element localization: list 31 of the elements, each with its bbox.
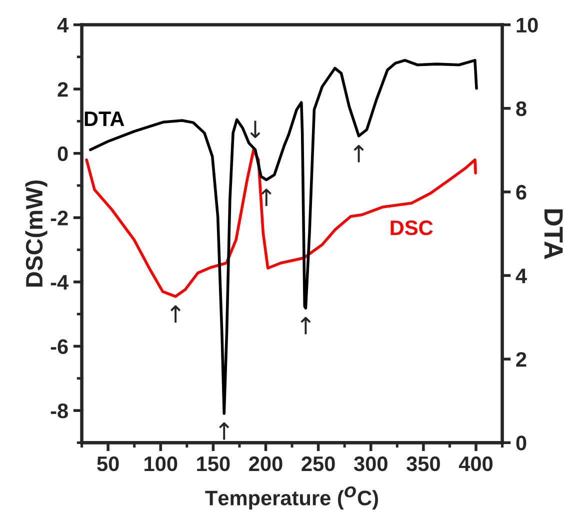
y-tick-label: -8 — [50, 404, 68, 418]
y-tick-label: 4 — [57, 18, 68, 32]
y2-tick-label: 8 — [516, 101, 526, 116]
y-axis-title: DSC(mW) — [25, 180, 48, 287]
x-tick-label: 50 — [97, 456, 119, 472]
series-label: DTA — [84, 112, 124, 126]
y-tick-label: 2 — [58, 82, 68, 97]
annotation: ↓ — [250, 120, 260, 138]
series-label: DSC — [390, 220, 433, 236]
y-tick-label: -4 — [50, 275, 68, 290]
x-tick-label: 300 — [354, 456, 388, 472]
x-tick-label: 350 — [406, 456, 440, 472]
y-tick-label: 0 — [58, 146, 68, 162]
x-tick-label: 150 — [197, 456, 230, 472]
x-tick-label: 250 — [302, 456, 335, 472]
annotation: ↑ — [170, 305, 181, 323]
y-tick-label: -6 — [50, 339, 68, 354]
y2-axis-title: DTA — [544, 209, 563, 260]
x-tick-label: 100 — [144, 456, 178, 472]
annotation: ↑ — [219, 422, 230, 440]
y2-tick-label: 10 — [516, 18, 538, 33]
y2-tick-label: 2 — [516, 352, 526, 367]
y-tick-label: -2 — [50, 210, 68, 226]
annotation: ↑ — [300, 316, 311, 334]
y2-tick-label: 0 — [516, 436, 526, 450]
annotation: ↑ — [354, 144, 364, 162]
y2-tick-label: 6 — [516, 184, 526, 200]
x-tick-label: 200 — [249, 456, 282, 472]
x-axis-title: Temperature ($^{O}$C) — [205, 486, 378, 510]
y2-tick-label: 4 — [516, 268, 527, 284]
x-tick-label: 400 — [458, 456, 493, 472]
